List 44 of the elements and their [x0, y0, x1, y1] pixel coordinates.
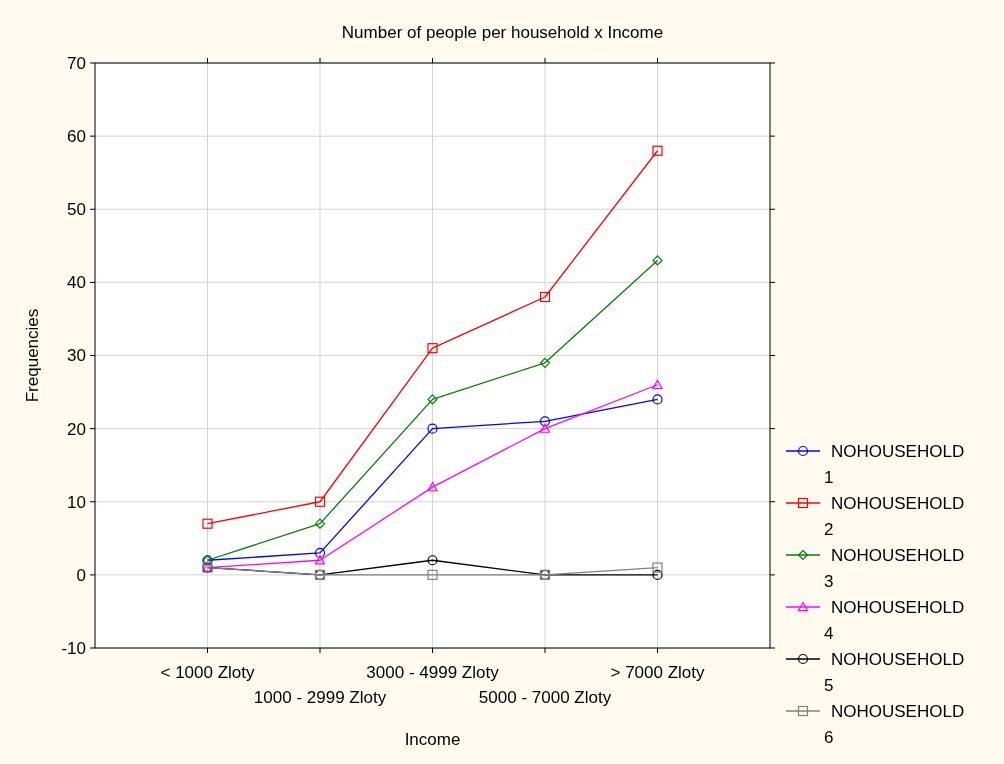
point — [427, 394, 438, 405]
x-tick-label: 3000 - 4999 Zloty — [366, 663, 500, 682]
y-tick-label: 20 — [67, 419, 86, 439]
point — [314, 555, 326, 565]
y-tick-label: 30 — [67, 346, 86, 366]
y-tick-label: -10 — [61, 638, 86, 658]
legend-label: NOHOUSEHOLD 4 — [824, 597, 965, 643]
y-axis-title: Frequencies — [23, 308, 42, 403]
legend-label: NOHOUSEHOLD 1 — [824, 441, 965, 487]
point — [652, 569, 663, 580]
legend-label: NOHOUSEHOLD 3 — [824, 545, 965, 591]
legend-label: NOHOUSEHOLD 6 — [824, 701, 965, 747]
y-tick-label: 60 — [67, 127, 86, 147]
point — [539, 423, 551, 433]
y-tick-label: 10 — [67, 492, 86, 512]
point — [202, 518, 213, 529]
point — [652, 562, 663, 573]
x-axis-title: Income — [404, 730, 461, 749]
y-tick-label: 70 — [67, 53, 86, 73]
x-tick-label: > 7000 Zloty — [610, 663, 706, 682]
chart-title: Number of people per household x Income — [341, 23, 664, 42]
legend-label: NOHOUSEHOLD 2 — [824, 493, 965, 539]
point — [314, 547, 326, 559]
y-tick-label: 40 — [67, 273, 86, 293]
point — [427, 423, 438, 434]
point — [539, 416, 551, 427]
point — [314, 496, 326, 507]
x-tick-label: < 1000 Zloty — [160, 663, 256, 682]
point — [539, 357, 551, 368]
point — [652, 379, 663, 389]
point — [427, 482, 438, 492]
point — [652, 145, 663, 156]
y-tick-label: 50 — [67, 200, 86, 220]
point — [652, 255, 663, 266]
point — [652, 394, 663, 405]
point — [539, 291, 551, 303]
point — [427, 555, 438, 566]
x-tick-label: 5000 - 7000 Zloty — [478, 688, 612, 707]
point — [427, 569, 438, 580]
legend-label: NOHOUSEHOLD 5 — [824, 649, 965, 695]
point — [427, 343, 438, 354]
x-tick-label: 1000 - 2999 Zloty — [253, 688, 387, 707]
y-tick-label: 0 — [76, 565, 86, 585]
point — [314, 518, 326, 529]
